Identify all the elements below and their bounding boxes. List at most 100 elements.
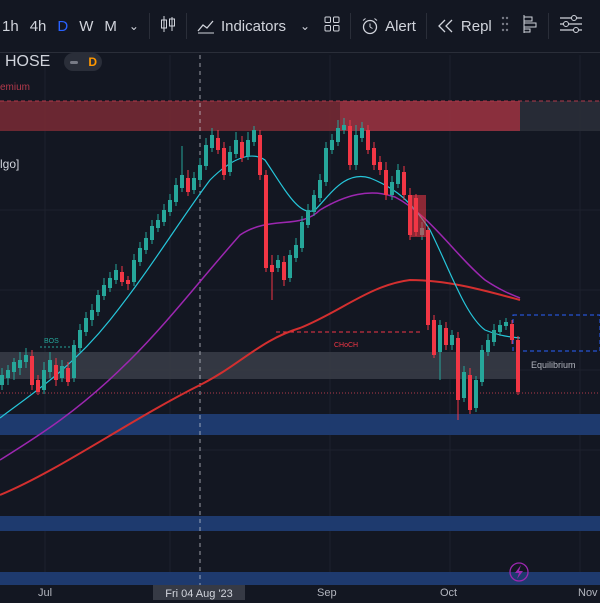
candle-body [30,356,34,385]
candle-body [150,226,154,240]
candle-body [486,340,490,352]
discount-zone [0,414,600,435]
candle-body [276,260,280,268]
candle-body [342,125,346,130]
alert-button[interactable]: Alert [361,17,416,35]
indicators-label: Indicators [220,17,286,35]
timeframe-w[interactable]: W [79,17,94,35]
ema-fast-line [0,155,521,419]
interval-badge[interactable]: D [64,53,103,71]
candle-body [180,175,184,188]
more-dots-icon[interactable] [500,14,510,39]
candle-body [240,142,244,158]
minus-icon [69,60,78,64]
layout-grid-icon[interactable] [324,16,340,37]
candlestick-series [0,118,520,420]
candle-body [294,245,298,258]
chevron-down-icon[interactable]: ⌄ [128,19,139,33]
x-label-jul: Jul [38,587,53,599]
candle-body [390,182,394,195]
candle-body [216,138,220,150]
lightning-icon[interactable] [509,562,529,582]
premium-zone-extended [340,101,520,131]
candle-body [462,372,466,398]
candle-body [402,172,406,195]
x-label-oct: Oct [440,587,458,599]
candle-body [516,340,520,392]
divider [425,13,427,39]
candle-body [192,178,196,190]
indicators-button[interactable]: Indicators [197,18,286,35]
settings-sliders-icon[interactable] [559,14,583,39]
crosshair-date-label: Fri 04 Aug '23 [153,585,245,600]
timeframe-m[interactable]: M [104,17,117,35]
projection-box [512,314,600,352]
candle-body [132,260,136,282]
timeframe-4h[interactable]: 4h [29,17,47,35]
candle-body [96,295,100,312]
candle-body [378,162,382,170]
candle-body [312,195,316,212]
candle-body [474,380,478,408]
premium-zone [0,101,520,131]
candle-body [144,238,148,250]
candle-body [174,185,178,202]
candle-body [162,210,166,222]
equilibrium-zone [0,352,520,379]
candle-body [336,128,340,142]
candle-body [270,265,274,272]
candle-body [354,135,358,165]
replay-label: Repl [460,17,492,35]
candle-body [102,285,106,296]
candle-body [78,330,82,348]
candle-body [228,152,232,172]
candle-body [438,325,442,352]
candle-body [282,262,286,280]
candle-body [48,360,52,372]
candle-style-icon[interactable] [160,15,176,38]
order-block-highlight [410,195,426,237]
candle-body [384,170,388,195]
alert-label: Alert [385,17,416,35]
top-toolbar: 1h 4h D W M ⌄ Indicators ⌄ Alert Repl [0,0,600,53]
candle-body [42,370,46,390]
candle-body [120,272,124,282]
replay-button[interactable]: Repl [437,18,492,35]
candle-body [246,140,250,156]
candle-body [36,380,40,392]
candle-body [318,180,322,198]
candle-body [324,148,328,182]
x-label-nov: Nov [578,587,598,599]
candle-body [330,140,334,150]
candle-body [210,135,214,148]
candle-body [456,338,460,400]
strategy-tester-icon[interactable] [522,14,538,39]
candle-body [54,365,58,380]
candle-body [468,375,472,410]
candle-body [60,366,64,378]
candle-body [186,178,190,192]
bos-label: BOS [44,338,59,345]
timeframe-1h[interactable]: 1h [2,17,19,35]
exchange-label[interactable]: HOSE [5,53,51,70]
candle-body [12,362,16,372]
candle-body [492,330,496,342]
premium-label: emium [0,82,31,93]
candle-body [108,278,112,288]
candle-body [234,140,238,154]
symbol-legend: HOSE D [0,53,103,71]
divider [350,13,352,39]
timeframe-d[interactable]: D [57,17,69,35]
candle-body [156,220,160,228]
candle-body [396,170,400,184]
candle-body [348,126,352,165]
candle-body [66,368,70,382]
ema-slow-line [0,278,521,496]
candle-body [510,324,514,340]
candle-body [204,145,208,166]
alarm-clock-icon [362,18,378,35]
candle-body [432,320,436,355]
chevron-down-icon[interactable]: ⌄ [300,19,311,33]
equilibrium-label: Equilibrium [531,360,576,370]
